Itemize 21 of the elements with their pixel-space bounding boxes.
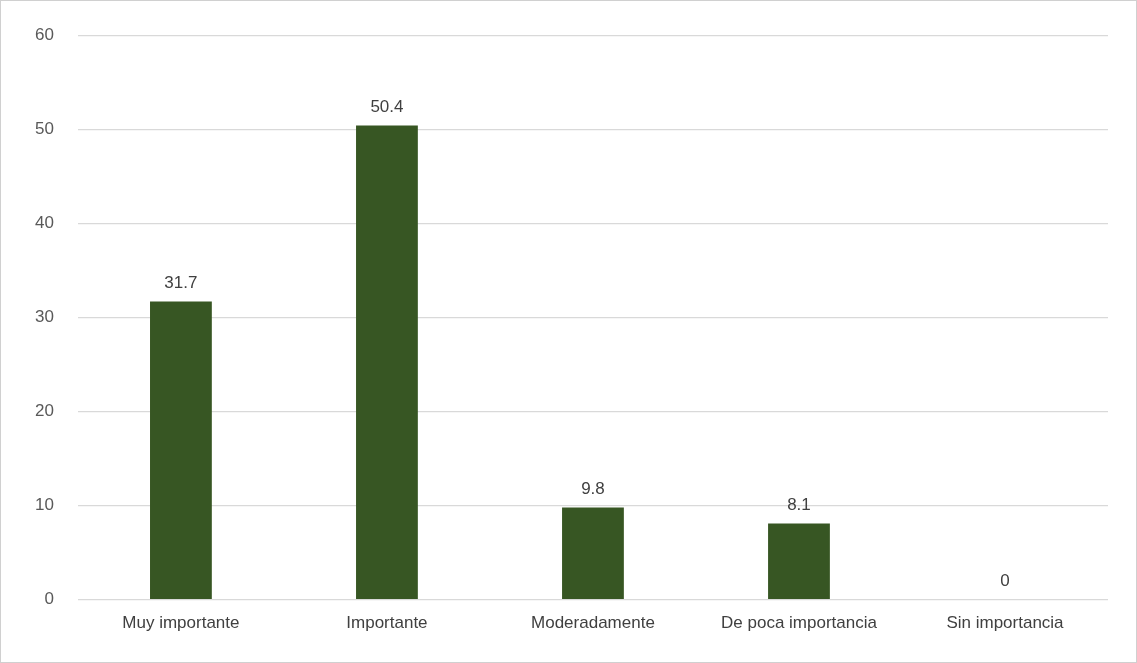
x-tick-label: Muy importante [122, 613, 240, 633]
data-label: 8.1 [787, 494, 811, 514]
bar [356, 125, 418, 599]
x-tick-label: Moderadamente [531, 613, 655, 633]
x-tick-label: Importante [346, 613, 428, 633]
y-tick-label: 40 [34, 213, 54, 233]
x-tick-label: Sin importancia [946, 613, 1065, 633]
y-tick-label: 0 [44, 589, 54, 609]
bar [150, 301, 212, 599]
x-tick-label: De poca importancia [721, 613, 878, 633]
y-tick-label: 30 [34, 307, 54, 327]
data-label: 50.4 [370, 96, 404, 116]
y-tick-label: 10 [34, 495, 54, 515]
bar [562, 507, 624, 599]
data-label: 31.7 [164, 272, 198, 292]
y-tick-label: 50 [34, 118, 54, 138]
y-tick-label: 60 [34, 24, 54, 44]
bar [768, 523, 830, 599]
data-label: 9.8 [581, 478, 605, 498]
data-label: 0 [1000, 570, 1010, 590]
y-tick-label: 20 [34, 401, 54, 421]
